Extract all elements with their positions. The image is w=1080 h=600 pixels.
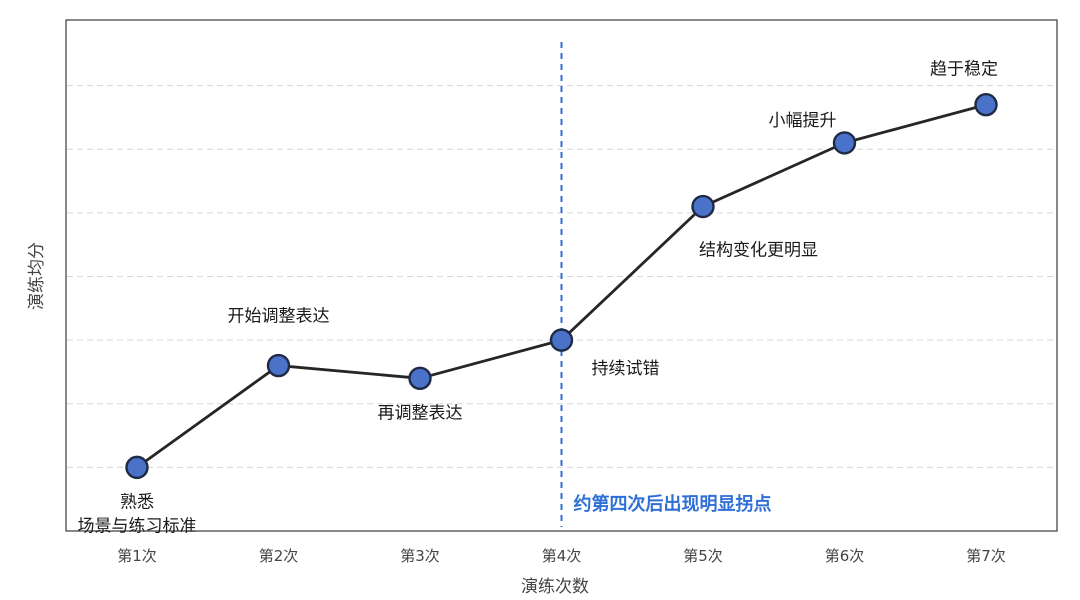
point-annotation: 开始调整表达 [228,307,330,327]
data-point [691,194,715,219]
data-point [266,353,291,378]
point-annotation: 场景与练习标准 [78,516,197,536]
data-point [125,455,149,480]
turning-point-label: 约第四次后出现明显拐点 [574,493,772,515]
x-tick-label: 第4次 [542,547,582,565]
point-annotation: 持续试错 [592,359,660,379]
point-annotation: 再调整表达 [378,403,463,423]
x-axis-title: 演练次数 [521,577,589,597]
point-annotation: 小幅提升 [769,111,837,131]
x-tick-labels: 第1次 第2次 第3次 第4次 第5次 第6次 第7次 [117,547,1006,565]
data-point [408,366,432,390]
x-tick-label: 第3次 [400,547,440,565]
x-tick-label: 第7次 [966,547,1006,565]
x-tick-label: 第1次 [117,547,157,565]
x-tick-label: 第2次 [259,547,299,565]
x-tick-label: 第6次 [825,547,865,565]
marker-layer: 约第四次后出现明显拐点 [560,42,772,527]
point-annotation: 熟悉 [120,491,154,512]
y-axis-title: 演练均分 [27,242,47,310]
data-point [832,131,857,155]
points-layer [125,93,998,480]
x-tick-label: 第5次 [683,547,723,565]
point-annotation: 结构变化更明显 [699,241,818,261]
data-point [549,328,574,352]
data-point [974,93,998,117]
point-annotation: 趋于稳定 [930,60,998,80]
